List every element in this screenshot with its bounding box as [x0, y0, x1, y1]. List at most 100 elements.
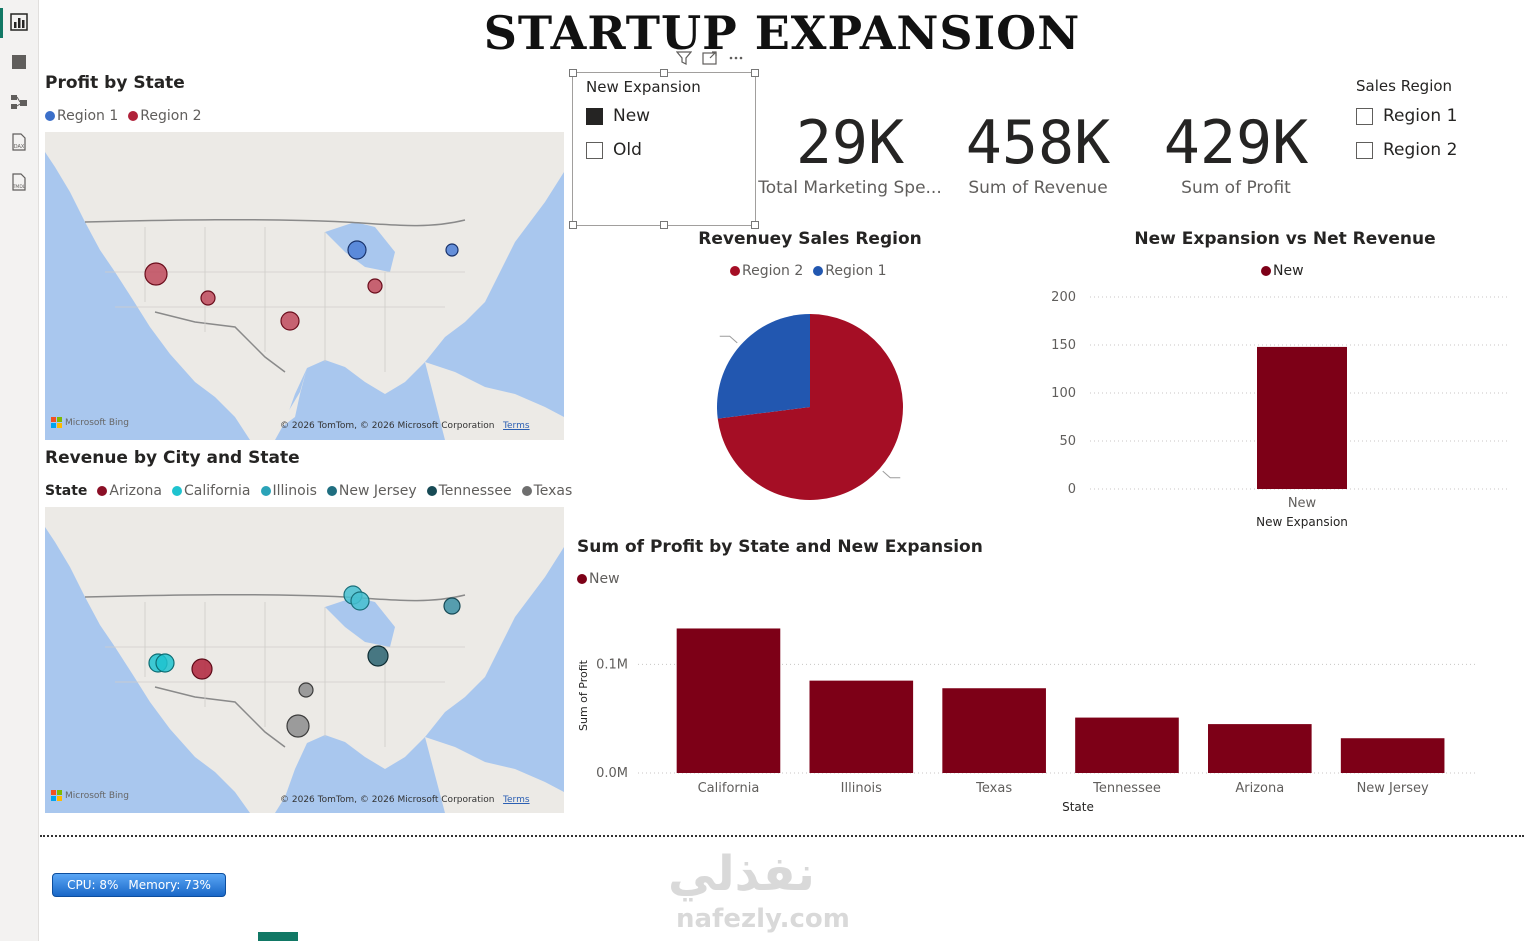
slicer-option-region-2[interactable]: Region 2: [1356, 140, 1457, 160]
x-tick-label: New: [1288, 496, 1317, 511]
legend-label: New: [1273, 263, 1304, 279]
pie-slice[interactable]: [717, 314, 903, 500]
map-bubble[interactable]: [443, 597, 461, 615]
terms-link[interactable]: Terms: [503, 421, 530, 431]
map-bubble[interactable]: [367, 278, 383, 294]
map-bubble[interactable]: [155, 653, 175, 673]
legend-item[interactable]: Texas: [521, 483, 573, 499]
legend-item[interactable]: Illinois: [260, 483, 317, 499]
bing-logo: Microsoft Bing: [51, 790, 129, 801]
legend-title: State: [45, 483, 88, 499]
filter-icon[interactable]: [676, 51, 692, 65]
legend-item[interactable]: Tennessee: [426, 483, 512, 499]
land-shape: [245, 368, 307, 432]
map-bubble[interactable]: [144, 262, 168, 286]
map-bubble[interactable]: [445, 243, 459, 257]
legend-item[interactable]: Region 1: [813, 263, 887, 279]
region-slicer[interactable]: Sales Region Region 1 Region 2: [1356, 77, 1516, 177]
slicer-title: Sales Region: [1356, 77, 1453, 95]
resize-handle[interactable]: [660, 69, 668, 77]
x-tick-label: Tennessee: [1092, 781, 1161, 796]
revenue-map[interactable]: Microsoft Bing © 2026 TomTom, © 2026 Mic…: [45, 507, 564, 813]
model-view-icon[interactable]: [9, 92, 29, 112]
map-bubble[interactable]: [350, 591, 370, 611]
option-label: Old: [613, 140, 642, 160]
bar[interactable]: [676, 628, 781, 773]
legend-item[interactable]: Region 2: [730, 263, 803, 279]
report-title: STARTUP EXPANSION: [483, 6, 1081, 60]
checkbox[interactable]: [1356, 107, 1373, 125]
bar[interactable]: [1075, 717, 1179, 773]
legend-item[interactable]: Region 2: [128, 108, 202, 124]
legend-label: California: [184, 483, 251, 499]
land-shape: [45, 132, 564, 440]
checkbox[interactable]: [586, 141, 603, 159]
checkbox[interactable]: [1356, 141, 1373, 159]
legend-label: Texas: [533, 483, 573, 499]
checkbox[interactable]: [586, 107, 603, 125]
bar[interactable]: [809, 680, 914, 773]
active-view-indicator: [0, 8, 3, 38]
kpi-card-profit[interactable]: 429K Sum of Profit: [1146, 108, 1326, 198]
bar[interactable]: [942, 688, 1046, 773]
kpi-value: 29K: [795, 108, 905, 178]
table-view-icon[interactable]: [9, 52, 29, 72]
resize-handle[interactable]: [751, 221, 759, 229]
kpi-card-revenue[interactable]: 458K Sum of Revenue: [948, 108, 1128, 198]
x-tick-label: Arizona: [1235, 781, 1284, 796]
profit-map[interactable]: Microsoft Bing © 2026 TomTom, © 2026 Mic…: [45, 132, 564, 440]
resize-handle[interactable]: [569, 221, 577, 229]
resize-handle[interactable]: [751, 69, 759, 77]
memory-usage: Memory: 73%: [128, 878, 211, 892]
legend-item[interactable]: Region 1: [45, 108, 118, 124]
slicer-option-new[interactable]: New: [586, 106, 650, 126]
map-bubble[interactable]: [280, 311, 300, 331]
tmdl-view-icon[interactable]: TMDL: [9, 172, 29, 192]
legend-item[interactable]: California: [172, 483, 251, 499]
pie-slice[interactable]: [717, 314, 810, 419]
revenue-map-title: Revenue by City and State: [45, 448, 300, 468]
kpi-label: Sum of Revenue: [968, 178, 1108, 198]
slicer-option-region-1[interactable]: Region 1: [1356, 106, 1457, 126]
pie-leader-line: [882, 470, 901, 479]
bar[interactable]: [1340, 738, 1445, 773]
terms-link[interactable]: Terms: [503, 795, 530, 805]
y-tick-label: 0: [1068, 482, 1076, 497]
expansion-slicer[interactable]: New Expansion New Old: [569, 69, 759, 229]
legend-label: Region 2: [742, 263, 804, 279]
focus-mode-icon[interactable]: [702, 51, 718, 65]
map-bubble[interactable]: [191, 658, 213, 680]
pie-chart[interactable]: [700, 300, 920, 510]
dax-query-icon[interactable]: DAX: [9, 132, 29, 152]
expansion-bar-title: New Expansion vs Net Revenue: [1134, 229, 1436, 249]
y-tick-label: 0.0M: [596, 766, 628, 781]
map-bubble[interactable]: [367, 645, 389, 667]
map-credit: © 2026 TomTom, © 2026 Microsoft Corporat…: [280, 421, 530, 431]
page-tab-active[interactable]: [258, 932, 298, 941]
profit-bar-chart[interactable]: 0.0M 0.1M Sum of Profit California Illinois T…: [570, 600, 1520, 820]
option-label: Region 1: [1383, 106, 1458, 126]
resize-handle[interactable]: [569, 69, 577, 77]
credit-text: © 2026 TomTom, © 2026 Microsoft Corporat…: [280, 421, 495, 431]
y-tick-label: 0.1M: [596, 657, 628, 672]
x-tick-label: Illinois: [841, 781, 882, 796]
slicer-option-old[interactable]: Old: [586, 140, 642, 160]
legend-item[interactable]: New: [577, 571, 620, 587]
x-axis-title: New Expansion: [1256, 515, 1348, 529]
map-bubble[interactable]: [200, 290, 216, 306]
kpi-card-marketing[interactable]: 29K Total Marketing Spe...: [755, 108, 945, 198]
more-options-icon[interactable]: [728, 51, 744, 65]
map-bubble[interactable]: [347, 240, 367, 260]
resize-handle[interactable]: [660, 221, 668, 229]
legend-item[interactable]: New: [1261, 263, 1304, 279]
profit-map-title: Profit by State: [45, 73, 185, 93]
x-axis-title: State: [1062, 800, 1094, 814]
map-bubble[interactable]: [286, 714, 310, 738]
bar[interactable]: [1257, 346, 1347, 489]
report-view-icon[interactable]: [9, 12, 29, 32]
bar[interactable]: [1208, 724, 1312, 773]
expansion-bar-chart[interactable]: 0 50 100 150 200 New New Expansion: [1040, 285, 1520, 535]
legend-item[interactable]: Arizona: [97, 483, 162, 499]
legend-item[interactable]: New Jersey: [326, 483, 417, 499]
map-bubble[interactable]: [298, 682, 314, 698]
